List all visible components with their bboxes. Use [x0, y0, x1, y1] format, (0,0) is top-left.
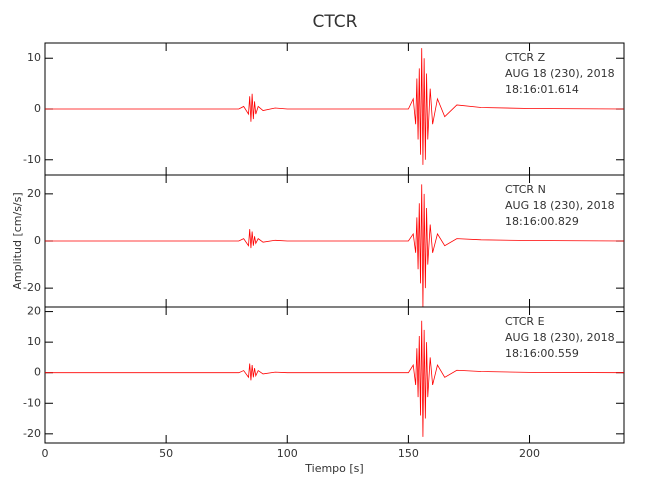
x-axis-label: Tiempo [s] — [304, 462, 363, 475]
x-tick-label: 100 — [277, 447, 298, 460]
annotation: AUG 18 (230), 2018 — [505, 331, 615, 344]
y-tick-label: 10 — [27, 335, 41, 348]
annotation: 18:16:01.614 — [505, 83, 579, 96]
x-tick-label: 200 — [519, 447, 540, 460]
y-axis-label: Amplitud [cm/s/s] — [11, 192, 24, 289]
waveform — [45, 184, 625, 308]
annotation: CTCR E — [505, 315, 545, 328]
y-tick-label: -20 — [23, 427, 41, 440]
x-tick-label: 150 — [398, 447, 419, 460]
waveform — [45, 48, 625, 165]
annotation: 18:16:00.829 — [505, 215, 579, 228]
annotation: CTCR Z — [505, 51, 546, 64]
annotation: CTCR N — [505, 183, 546, 196]
y-tick-label: 20 — [27, 187, 41, 200]
annotation: AUG 18 (230), 2018 — [505, 67, 615, 80]
annotation: AUG 18 (230), 2018 — [505, 199, 615, 212]
x-tick-label: 0 — [42, 447, 49, 460]
y-tick-label: 0 — [34, 102, 41, 115]
waveform — [45, 320, 625, 437]
y-tick-label: 0 — [34, 234, 41, 247]
y-tick-label: 0 — [34, 366, 41, 379]
panel-frame — [44, 306, 625, 444]
y-tick-label: -10 — [23, 153, 41, 166]
chart-title: CTCR — [313, 12, 358, 32]
y-tick-label: -10 — [23, 396, 41, 409]
y-tick-label: 20 — [27, 305, 41, 318]
y-tick-label: 10 — [27, 51, 41, 64]
annotation: 18:16:00.559 — [505, 347, 579, 360]
x-tick-label: 50 — [159, 447, 173, 460]
y-tick-label: -20 — [23, 281, 41, 294]
